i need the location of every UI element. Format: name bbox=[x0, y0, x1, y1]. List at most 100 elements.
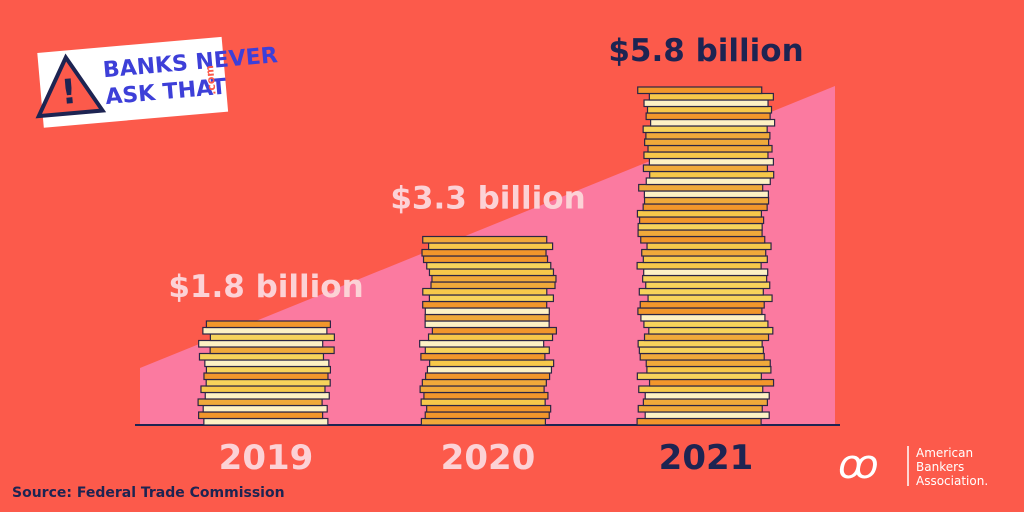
coin bbox=[645, 359, 771, 368]
coin bbox=[647, 144, 773, 153]
coin bbox=[426, 365, 553, 374]
coin bbox=[644, 411, 770, 420]
coin bbox=[200, 385, 326, 394]
coin bbox=[643, 190, 769, 199]
coin bbox=[638, 287, 764, 296]
category-label: 2021 bbox=[659, 438, 754, 478]
coin bbox=[198, 339, 324, 348]
coin bbox=[648, 326, 774, 335]
coin bbox=[424, 411, 550, 420]
coin bbox=[637, 339, 763, 348]
brand: ꝏ American Bankers Association. bbox=[838, 442, 988, 488]
coin bbox=[640, 235, 766, 244]
logo: ! BANKS NEVER ASK THAT .com bbox=[35, 36, 279, 128]
coin bbox=[419, 385, 545, 394]
coin bbox=[646, 105, 773, 114]
coin bbox=[424, 372, 551, 381]
coin bbox=[647, 294, 773, 303]
coin bbox=[641, 248, 767, 257]
coin bbox=[646, 242, 772, 251]
coin bbox=[197, 398, 323, 407]
coin bbox=[422, 287, 548, 296]
brand-line1: American bbox=[916, 446, 973, 460]
coin bbox=[643, 268, 769, 277]
coin bbox=[637, 229, 763, 238]
coin bbox=[424, 320, 550, 329]
coin bbox=[431, 274, 557, 283]
coin bbox=[638, 346, 764, 355]
coin bbox=[204, 359, 330, 368]
coin bbox=[427, 333, 554, 342]
coin bbox=[639, 300, 765, 309]
coin bbox=[638, 183, 764, 192]
brand-line3: Association. bbox=[916, 474, 988, 488]
coin bbox=[645, 131, 771, 140]
coin bbox=[639, 216, 765, 225]
coin bbox=[422, 255, 549, 264]
coin bbox=[637, 86, 763, 95]
logo-suffix: .com bbox=[203, 65, 219, 96]
category-label: 2020 bbox=[441, 438, 536, 478]
coin bbox=[429, 359, 555, 368]
brand-line2: Bankers bbox=[916, 460, 964, 474]
coin bbox=[637, 404, 763, 413]
coin bbox=[636, 261, 762, 270]
coin bbox=[419, 339, 545, 348]
coin bbox=[205, 365, 332, 374]
coin bbox=[431, 326, 557, 335]
coin bbox=[645, 177, 771, 186]
coin bbox=[430, 281, 556, 290]
warning-icon bbox=[35, 53, 107, 119]
coin bbox=[637, 222, 763, 231]
coin bbox=[642, 274, 768, 283]
coin bbox=[644, 138, 770, 147]
coin bbox=[642, 164, 769, 173]
coin bbox=[198, 352, 325, 361]
coin bbox=[203, 372, 329, 381]
coin bbox=[428, 242, 554, 251]
coin bbox=[640, 313, 766, 322]
coin bbox=[648, 378, 775, 387]
coin bbox=[209, 333, 335, 342]
coin bbox=[202, 326, 328, 335]
coin bbox=[421, 248, 547, 257]
coin bbox=[643, 99, 769, 108]
coin bbox=[422, 300, 548, 309]
coin-stack bbox=[636, 86, 776, 426]
coin bbox=[643, 320, 769, 329]
coin bbox=[420, 398, 546, 407]
coin bbox=[423, 391, 549, 400]
coin bbox=[421, 378, 547, 387]
coin bbox=[424, 307, 550, 316]
coin bbox=[636, 417, 762, 426]
coin bbox=[209, 346, 335, 355]
coin bbox=[420, 352, 546, 361]
coin bbox=[642, 398, 768, 407]
coin bbox=[203, 417, 329, 426]
coin bbox=[645, 112, 771, 121]
coin bbox=[202, 404, 328, 413]
coin-stack bbox=[419, 235, 557, 426]
coin bbox=[648, 157, 775, 166]
value-label: $5.8 billion bbox=[608, 33, 803, 69]
coin bbox=[643, 151, 769, 160]
coin bbox=[636, 372, 762, 381]
coin bbox=[643, 333, 770, 342]
coin bbox=[426, 261, 552, 270]
coin bbox=[420, 417, 546, 426]
coin bbox=[428, 268, 555, 277]
coin bbox=[636, 209, 763, 218]
stacks bbox=[197, 86, 776, 426]
coin bbox=[198, 411, 324, 420]
coin bbox=[638, 385, 764, 394]
value-label: $1.8 billion bbox=[168, 269, 363, 305]
coin bbox=[639, 352, 765, 361]
coin bbox=[205, 378, 331, 387]
coin bbox=[642, 203, 768, 212]
coin bbox=[424, 313, 550, 322]
coin bbox=[649, 170, 775, 179]
coin bbox=[646, 365, 772, 374]
coin bbox=[650, 118, 776, 127]
warning-mark: ! bbox=[59, 72, 78, 113]
